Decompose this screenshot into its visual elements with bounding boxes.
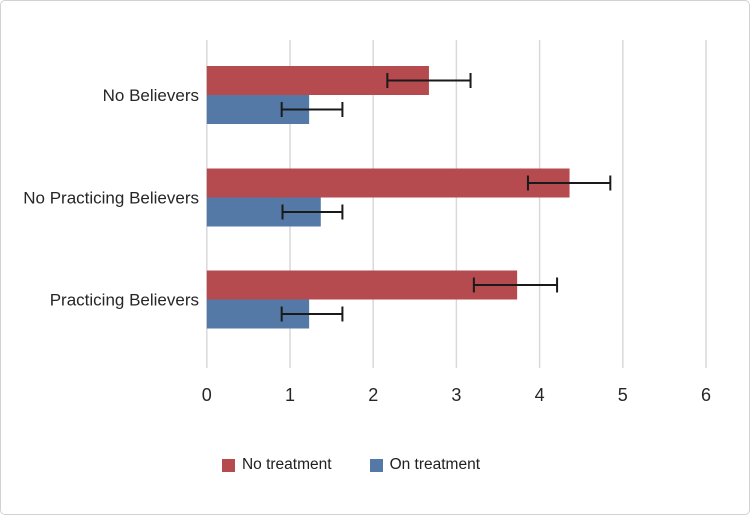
x-tick-label: 1 [285, 385, 295, 405]
bar-no-treatment-practicing-believers [206, 270, 518, 300]
error-bar [526, 175, 612, 191]
legend: No treatment On treatment [1, 456, 725, 474]
x-tick-label: 0 [202, 385, 212, 405]
error-bar [386, 73, 472, 88]
legend-item-on-treatment: On treatment [369, 456, 481, 474]
error-bar [280, 102, 344, 117]
x-tick-label: 4 [535, 385, 545, 405]
legend-item-no-treatment: No treatment [221, 456, 332, 474]
legend-label-on-treatment: On treatment [389, 456, 481, 473]
x-tick-label: 6 [701, 385, 711, 405]
error-bar [280, 306, 344, 322]
x-tick-label: 5 [618, 385, 628, 405]
on-treatment-swatch-icon [369, 458, 383, 472]
error-bar [281, 204, 344, 220]
x-tick-label: 2 [368, 385, 378, 405]
category-label-no-believers: No Believers [103, 86, 199, 105]
error-bar [472, 277, 559, 293]
legend-label-no-treatment: No treatment [241, 456, 332, 473]
category-label-no-practicing-believers: No Practicing Believers [23, 189, 199, 208]
no-treatment-swatch-icon [221, 458, 235, 472]
x-tick-label: 3 [451, 385, 461, 405]
category-label-practicing-believers: Practicing Believers [50, 291, 199, 310]
bar-no-treatment-no-practicing-believers [206, 168, 570, 198]
